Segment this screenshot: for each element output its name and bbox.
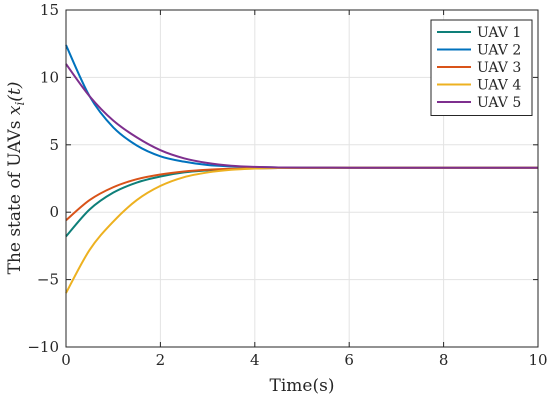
y-tick-label: 0	[49, 203, 59, 221]
y-tick-label: 15	[40, 1, 59, 19]
y-tick-label: −10	[27, 338, 59, 356]
x-ticks: 0 2 4 6 8 10	[61, 10, 548, 369]
x-tick-label: 4	[250, 351, 260, 369]
x-tick-label: 10	[528, 351, 547, 369]
legend-label: UAV 4	[477, 78, 521, 94]
series-layer	[65, 44, 538, 294]
legend-label: UAV 5	[477, 95, 521, 111]
legend-label: UAV 2	[477, 43, 521, 59]
y-axis-label: The state of UAVs xi(t)	[5, 82, 27, 275]
axes-frame	[65, 9, 539, 348]
x-tick-label: 6	[344, 351, 354, 369]
y-tick-label: −5	[37, 271, 59, 289]
y-axis-label-main: The state of UAVs	[5, 115, 25, 274]
y-tick-label: 10	[40, 68, 59, 86]
series-line-uav-1	[65, 166, 538, 238]
x-axis-label: Time(s)	[270, 376, 335, 396]
y-ticks: −10 −5 0 5 10 15	[27, 1, 538, 356]
y-axis-label-math: x	[5, 105, 25, 115]
x-tick-label: 2	[156, 351, 166, 369]
x-tick-label: 8	[439, 351, 449, 369]
legend-label: UAV 1	[477, 25, 521, 41]
y-axis-label-tail: (t)	[5, 82, 25, 102]
y-axis-label-sub: i	[13, 102, 27, 106]
y-tick-label: 5	[49, 136, 59, 154]
legend-label: UAV 3	[477, 60, 521, 76]
series-line-uav-5	[65, 63, 538, 169]
x-tick-label: 0	[61, 351, 71, 369]
series-line-uav-4	[65, 166, 538, 294]
